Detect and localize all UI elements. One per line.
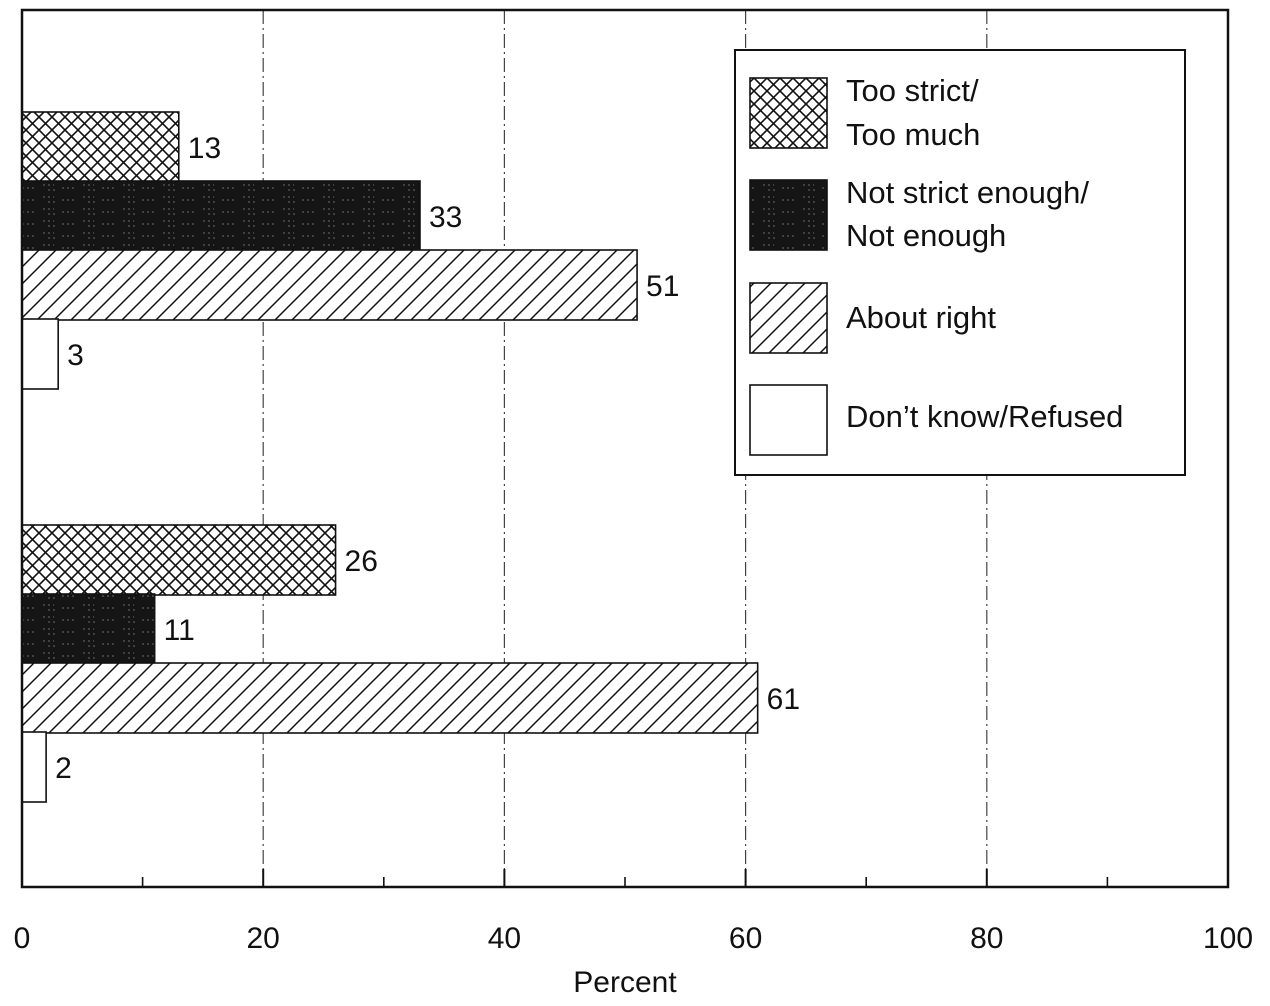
- bars: 13 26 33 11 51 61 3 2: [21, 111, 800, 803]
- legend-swatch-diagonal: [749, 282, 828, 354]
- legend-label-solid-dark-1: Not strict enough/: [846, 175, 1089, 210]
- x-tick-label-60: 60: [729, 922, 762, 955]
- bar-solid-dark-group-2: [21, 593, 156, 665]
- data-label-empty-group-1: 3: [67, 339, 84, 372]
- data-label-diagonal-group-2: 61: [767, 683, 800, 716]
- bar-empty-group-1: [21, 318, 59, 390]
- legend-swatch-crosshatch: [749, 77, 828, 149]
- data-label-crosshatch-group-2: 26: [345, 545, 378, 578]
- data-label-solid-dark-group-2: 11: [164, 614, 195, 647]
- x-tick-label-20: 20: [247, 922, 280, 955]
- data-label-empty-group-2: 2: [55, 752, 72, 785]
- legend-label-crosshatch-2: Too much: [846, 117, 980, 152]
- bar-crosshatch-group-2: [21, 524, 337, 596]
- bar-crosshatch-group-1: [21, 111, 180, 183]
- legend-label-empty-1: Don’t know/Refused: [846, 399, 1123, 434]
- bar-empty-group-2: [21, 731, 47, 803]
- x-tick-label-0: 0: [14, 922, 31, 955]
- legend-label-diagonal-1: About right: [846, 300, 996, 335]
- x-axis-label: Percent: [573, 966, 677, 999]
- data-label-solid-dark-group-1: 33: [429, 201, 462, 234]
- data-label-crosshatch-group-1: 13: [188, 132, 221, 165]
- x-tick-label-80: 80: [970, 922, 1003, 955]
- bar-diagonal-group-2: [21, 662, 759, 734]
- legend: Too strict/Too much Not strict enough/Not…: [734, 49, 1186, 476]
- legend-label-crosshatch-1: Too strict/: [846, 73, 979, 108]
- x-axis: 0 20 40 60 80 100 Percent: [14, 8, 1253, 999]
- legend-swatch-empty: [749, 384, 828, 456]
- legend-label-solid-dark-2: Not enough: [846, 218, 1006, 253]
- legend-swatch-solid-dark: [749, 179, 828, 251]
- bar-solid-dark-group-1: [21, 180, 421, 252]
- x-tick-label-100: 100: [1203, 922, 1253, 955]
- x-tick-label-40: 40: [488, 922, 521, 955]
- data-label-diagonal-group-1: 51: [646, 270, 679, 303]
- bar-diagonal-group-1: [21, 249, 638, 321]
